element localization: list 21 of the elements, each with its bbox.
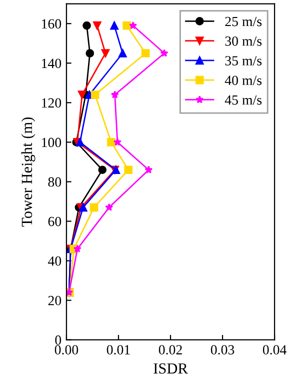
y-tick-label: 120 — [42, 98, 62, 108]
legend-label: 35 m/s — [225, 56, 262, 66]
x-tick-label: 0.03 — [210, 345, 234, 355]
y-tick-label: 0 — [55, 335, 62, 345]
legend-label: 30 m/s — [225, 36, 262, 46]
legend-label: 40 m/s — [224, 76, 262, 86]
y-tick-label: 20 — [48, 296, 62, 306]
x-tick-label: 0.01 — [106, 345, 130, 355]
y-tick-label: 100 — [42, 138, 62, 148]
x-tick-label: 0.02 — [158, 345, 182, 355]
y-tick-label: 160 — [42, 19, 62, 29]
y-tick-label: 60 — [48, 216, 62, 226]
x-tick-label: 0.00 — [54, 345, 78, 355]
legend-label: 45 m/s — [224, 95, 262, 105]
x-tick-label: 0.04 — [262, 345, 286, 355]
y-tick-label: 80 — [48, 177, 62, 187]
y-axis-title: Tower Height (m) — [21, 117, 36, 227]
legend-label: 25 m/s — [225, 16, 262, 26]
x-axis-title: ISDR — [154, 363, 188, 374]
y-tick-label: 140 — [42, 58, 62, 68]
y-tick-label: 40 — [48, 256, 62, 266]
